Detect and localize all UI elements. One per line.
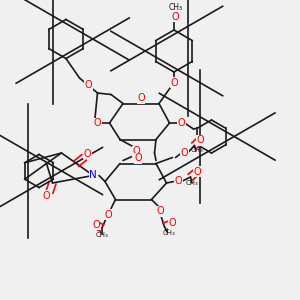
Text: CH₃: CH₃ <box>96 232 108 238</box>
Text: CH₃: CH₃ <box>190 147 203 153</box>
Text: O: O <box>172 11 179 22</box>
Text: O: O <box>134 153 142 164</box>
Text: O: O <box>84 149 92 159</box>
Text: O: O <box>178 118 185 128</box>
Text: O: O <box>85 80 92 91</box>
Text: O: O <box>104 209 112 220</box>
Text: O: O <box>196 135 204 145</box>
Text: O: O <box>42 190 50 201</box>
Text: O: O <box>137 93 145 103</box>
Text: O: O <box>133 146 140 157</box>
Text: CH₃: CH₃ <box>168 3 183 12</box>
Text: N: N <box>89 170 97 181</box>
Text: O: O <box>157 206 164 217</box>
Text: O: O <box>92 220 100 230</box>
Text: O: O <box>193 167 201 177</box>
Text: CH₃: CH₃ <box>163 230 175 236</box>
Text: CH₃: CH₃ <box>186 180 198 186</box>
Text: O: O <box>168 218 176 229</box>
Text: O: O <box>181 148 188 158</box>
Text: O: O <box>94 118 101 128</box>
Text: O: O <box>175 176 182 187</box>
Text: O: O <box>170 77 178 88</box>
